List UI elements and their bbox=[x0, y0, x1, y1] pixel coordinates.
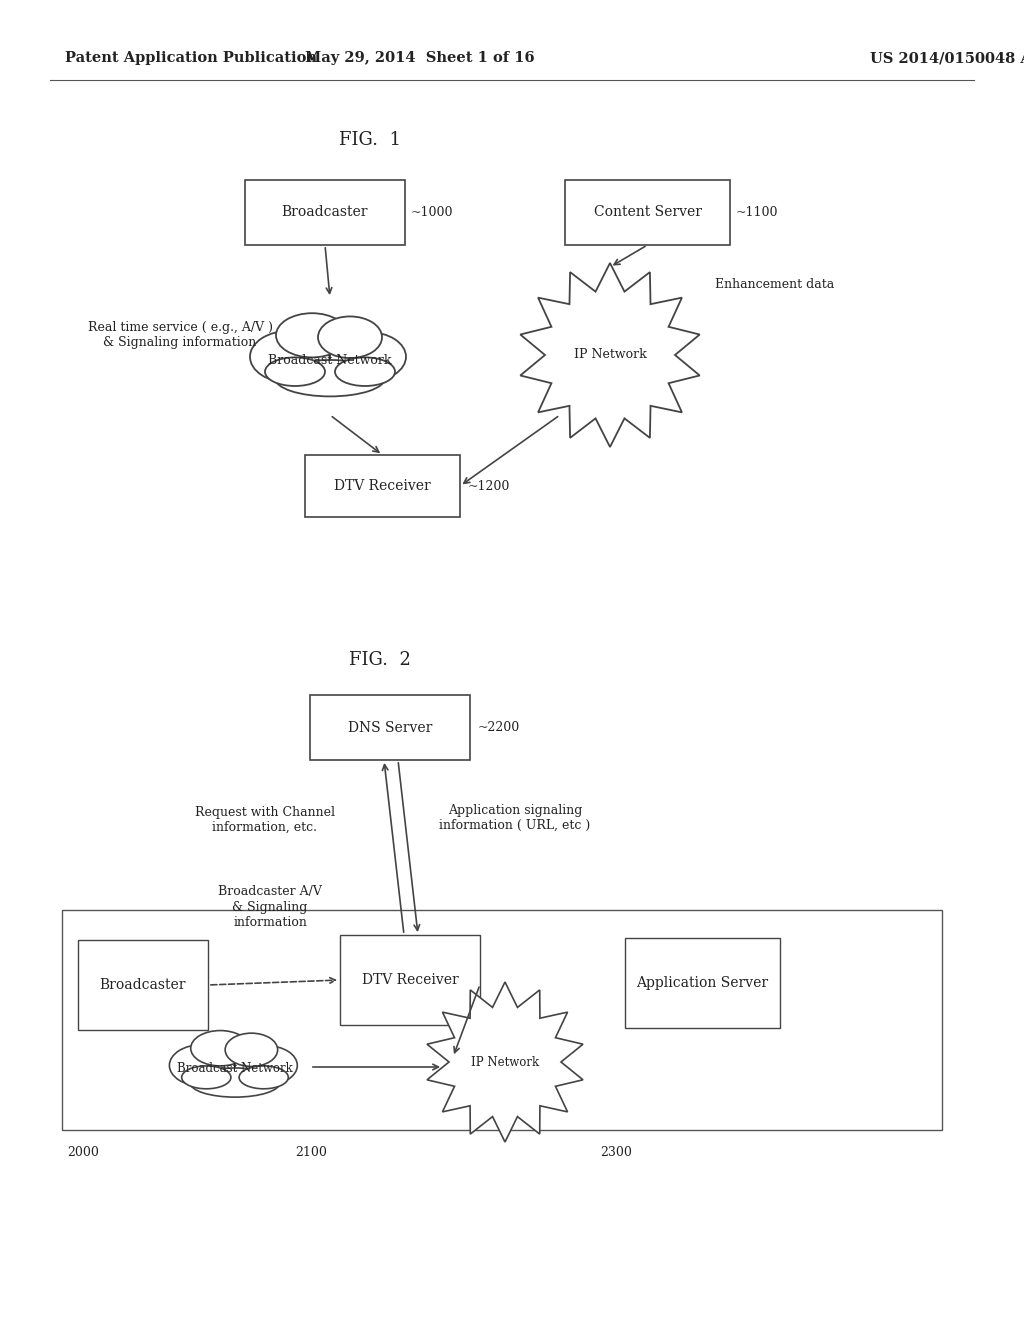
Text: FIG.  1: FIG. 1 bbox=[339, 131, 401, 149]
Text: DNS Server: DNS Server bbox=[348, 721, 432, 734]
Text: Patent Application Publication: Patent Application Publication bbox=[65, 51, 317, 65]
FancyBboxPatch shape bbox=[565, 180, 730, 246]
FancyBboxPatch shape bbox=[62, 909, 942, 1130]
Ellipse shape bbox=[239, 1067, 289, 1089]
Text: ~2200: ~2200 bbox=[478, 721, 520, 734]
Text: Application Server: Application Server bbox=[637, 975, 769, 990]
Text: Broadcast Network: Broadcast Network bbox=[177, 1061, 293, 1074]
Ellipse shape bbox=[250, 331, 330, 383]
Text: ~1100: ~1100 bbox=[736, 206, 778, 219]
Ellipse shape bbox=[169, 1044, 234, 1086]
Ellipse shape bbox=[278, 321, 382, 385]
Text: ~1000: ~1000 bbox=[411, 206, 454, 219]
Text: IP Network: IP Network bbox=[471, 1056, 539, 1068]
Ellipse shape bbox=[234, 1045, 297, 1085]
Ellipse shape bbox=[193, 1036, 278, 1089]
Ellipse shape bbox=[330, 333, 406, 381]
Text: Request with Channel
information, etc.: Request with Channel information, etc. bbox=[195, 807, 335, 834]
FancyBboxPatch shape bbox=[305, 455, 460, 517]
Text: Broadcaster: Broadcaster bbox=[99, 978, 186, 993]
Text: Real time service ( e.g., A/V )
& Signaling information: Real time service ( e.g., A/V ) & Signal… bbox=[87, 321, 272, 348]
FancyBboxPatch shape bbox=[78, 940, 208, 1030]
Ellipse shape bbox=[181, 1067, 230, 1089]
FancyBboxPatch shape bbox=[625, 939, 780, 1028]
Text: Enhancement data: Enhancement data bbox=[715, 279, 835, 292]
Text: IP Network: IP Network bbox=[573, 348, 646, 362]
Text: 2000: 2000 bbox=[67, 1146, 99, 1159]
Text: Broadcast Network: Broadcast Network bbox=[268, 354, 392, 367]
Text: Application signaling
information ( URL, etc ): Application signaling information ( URL,… bbox=[439, 804, 591, 832]
Text: DTV Receiver: DTV Receiver bbox=[334, 479, 431, 492]
Ellipse shape bbox=[335, 358, 395, 385]
Text: Content Server: Content Server bbox=[594, 206, 701, 219]
Text: 2300: 2300 bbox=[600, 1146, 632, 1159]
Text: ~1200: ~1200 bbox=[468, 479, 510, 492]
Text: US 2014/0150048 A1: US 2014/0150048 A1 bbox=[870, 51, 1024, 65]
Ellipse shape bbox=[189, 1068, 281, 1097]
Text: Broadcaster: Broadcaster bbox=[282, 206, 369, 219]
Ellipse shape bbox=[318, 317, 382, 358]
Ellipse shape bbox=[190, 1031, 250, 1067]
Polygon shape bbox=[427, 982, 583, 1142]
Ellipse shape bbox=[225, 1034, 278, 1067]
FancyBboxPatch shape bbox=[340, 935, 480, 1026]
Polygon shape bbox=[520, 263, 699, 447]
FancyBboxPatch shape bbox=[245, 180, 406, 246]
Ellipse shape bbox=[275, 360, 385, 396]
Text: Broadcaster A/V
& Signaling
information: Broadcaster A/V & Signaling information bbox=[218, 886, 322, 928]
FancyBboxPatch shape bbox=[310, 696, 470, 760]
Text: May 29, 2014  Sheet 1 of 16: May 29, 2014 Sheet 1 of 16 bbox=[305, 51, 535, 65]
Ellipse shape bbox=[276, 313, 348, 358]
Ellipse shape bbox=[265, 358, 325, 385]
Text: FIG.  2: FIG. 2 bbox=[349, 651, 411, 669]
Text: 2100: 2100 bbox=[295, 1146, 327, 1159]
Text: DTV Receiver: DTV Receiver bbox=[361, 973, 459, 987]
